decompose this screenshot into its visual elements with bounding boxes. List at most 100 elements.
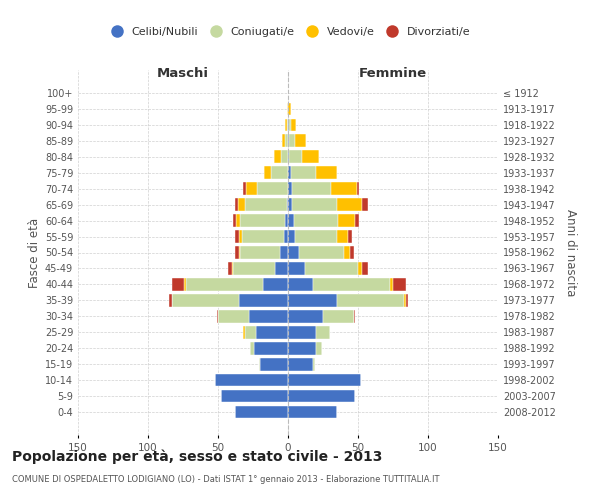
Bar — [358, 262, 362, 274]
Bar — [295, 230, 337, 243]
Bar — [406, 294, 409, 306]
Bar — [292, 198, 337, 211]
Bar — [356, 182, 359, 195]
Bar — [254, 342, 288, 354]
Bar — [362, 262, 368, 274]
Bar — [280, 246, 288, 258]
Bar — [221, 390, 288, 402]
Bar — [288, 374, 361, 386]
Bar — [288, 326, 316, 338]
Bar — [288, 182, 292, 195]
Text: Popolazione per età, sesso e stato civile - 2013: Popolazione per età, sesso e stato civil… — [12, 450, 382, 464]
Bar — [288, 406, 337, 418]
Bar — [228, 262, 232, 274]
Bar — [288, 102, 291, 115]
Bar — [260, 358, 288, 370]
Bar — [215, 374, 288, 386]
Bar — [316, 166, 337, 179]
Bar — [302, 150, 319, 163]
Bar — [362, 198, 368, 211]
Bar — [288, 214, 293, 227]
Bar — [288, 166, 291, 179]
Bar — [288, 262, 305, 274]
Bar — [285, 214, 288, 227]
Bar — [288, 342, 316, 354]
Bar — [172, 278, 184, 290]
Bar — [239, 230, 242, 243]
Bar — [241, 214, 285, 227]
Bar — [323, 310, 354, 322]
Bar — [288, 134, 289, 147]
Bar — [218, 310, 249, 322]
Bar — [235, 246, 239, 258]
Bar — [232, 262, 233, 274]
Bar — [288, 390, 355, 402]
Bar — [288, 358, 313, 370]
Bar — [235, 406, 288, 418]
Bar — [172, 294, 239, 306]
Bar — [350, 246, 354, 258]
Bar — [246, 182, 257, 195]
Bar — [288, 230, 295, 243]
Bar — [243, 326, 245, 338]
Bar — [287, 198, 288, 211]
Bar — [274, 150, 281, 163]
Bar — [186, 278, 263, 290]
Bar — [271, 166, 288, 179]
Bar — [299, 246, 344, 258]
Bar — [305, 262, 358, 274]
Text: Maschi: Maschi — [157, 67, 209, 80]
Bar — [331, 182, 356, 195]
Bar — [393, 278, 406, 290]
Bar — [390, 278, 393, 290]
Bar — [245, 326, 256, 338]
Bar — [337, 230, 348, 243]
Bar — [233, 214, 236, 227]
Bar — [217, 310, 218, 322]
Bar — [169, 294, 172, 306]
Bar — [289, 134, 295, 147]
Bar — [243, 182, 246, 195]
Bar — [316, 326, 330, 338]
Bar — [338, 214, 355, 227]
Bar — [284, 230, 288, 243]
Bar — [288, 294, 337, 306]
Bar — [235, 198, 238, 211]
Bar — [236, 214, 241, 227]
Bar — [337, 294, 404, 306]
Bar — [235, 230, 239, 243]
Bar — [355, 214, 359, 227]
Bar — [233, 262, 275, 274]
Bar — [288, 310, 323, 322]
Y-axis label: Fasce di età: Fasce di età — [28, 218, 41, 288]
Bar — [263, 278, 288, 290]
Bar — [239, 246, 241, 258]
Bar — [238, 198, 245, 211]
Bar — [291, 166, 316, 179]
Bar — [295, 134, 306, 147]
Bar — [289, 118, 291, 131]
Bar — [257, 182, 288, 195]
Bar — [259, 358, 260, 370]
Bar — [288, 246, 299, 258]
Legend: Celibi/Nubili, Coniugati/e, Vedovi/e, Divorziati/e: Celibi/Nubili, Coniugati/e, Vedovi/e, Di… — [101, 22, 475, 42]
Bar — [285, 134, 288, 147]
Bar — [239, 294, 288, 306]
Bar — [313, 278, 390, 290]
Bar — [245, 198, 287, 211]
Text: Femmine: Femmine — [359, 67, 427, 80]
Bar — [337, 198, 362, 211]
Bar — [288, 118, 289, 131]
Bar — [264, 166, 271, 179]
Bar — [289, 150, 302, 163]
Bar — [283, 134, 285, 147]
Bar — [287, 118, 288, 131]
Y-axis label: Anni di nascita: Anni di nascita — [563, 209, 577, 296]
Bar — [313, 358, 314, 370]
Bar — [249, 310, 288, 322]
Bar — [242, 230, 284, 243]
Bar — [288, 198, 292, 211]
Bar — [241, 246, 280, 258]
Bar — [288, 278, 313, 290]
Bar — [281, 150, 288, 163]
